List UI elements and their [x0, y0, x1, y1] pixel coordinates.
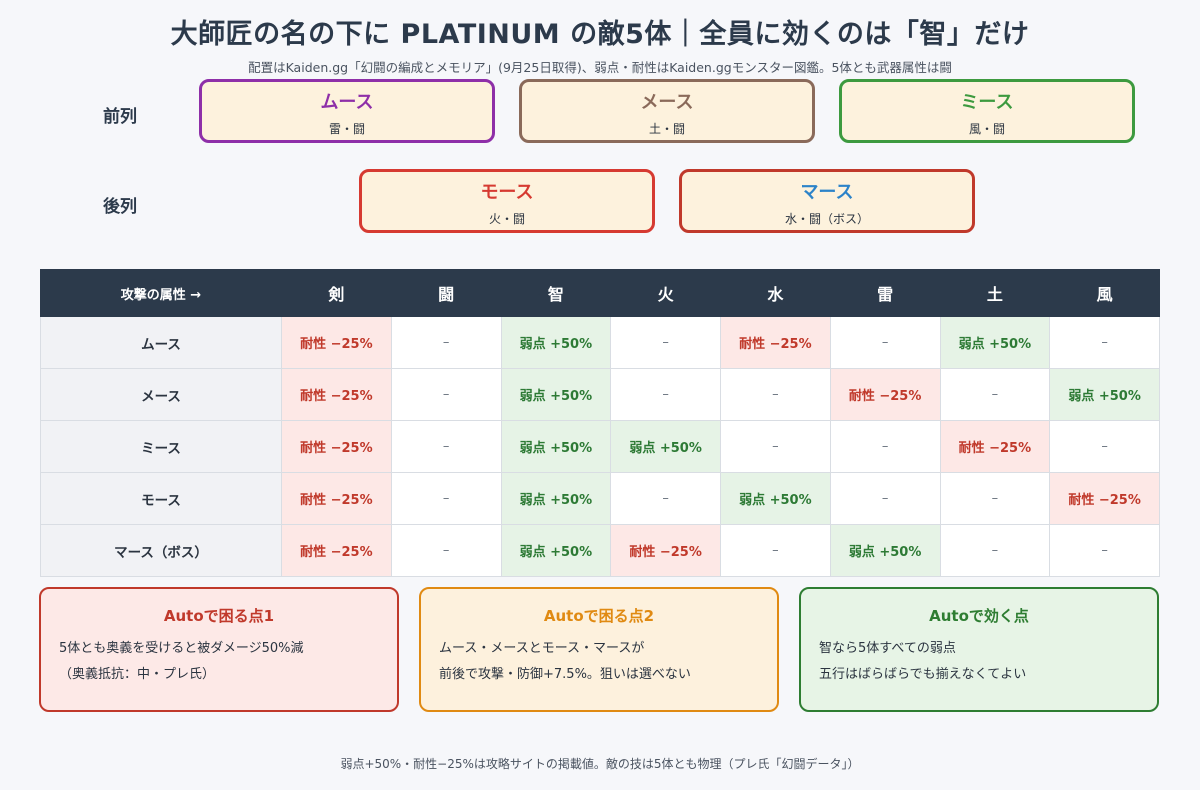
- table-header-row: 攻撃の属性 → 剣 闘 智 火 水 雷 土 風: [40, 269, 1160, 317]
- row-header: マース（ボス）: [40, 524, 282, 577]
- row-header: ミース: [40, 420, 282, 473]
- note-card-auto-effective: Autoで効く点 智なら5体すべての弱点 五行はばらばらでも揃えなくてよい: [799, 587, 1159, 712]
- table-cell: 耐性 −25%: [720, 316, 831, 369]
- row-header: メース: [40, 368, 282, 421]
- table-cell: –: [720, 420, 831, 473]
- table-cell: 弱点 +50%: [829, 524, 941, 577]
- table-cell: 弱点 +50%: [500, 524, 612, 577]
- table-cell: –: [720, 524, 831, 577]
- enemy-card-front-2: メース 土・闘: [519, 79, 815, 143]
- enemy-name: メース: [640, 92, 694, 113]
- note-card-title: Autoで困る点2: [543, 607, 655, 625]
- row-label-front: 前列: [103, 107, 137, 127]
- table-cell: –: [1049, 420, 1160, 473]
- row-header: モース: [40, 472, 282, 525]
- table-cell: –: [390, 368, 502, 421]
- table-cell: 弱点 +50%: [610, 420, 721, 473]
- enemy-element: 雷・闘: [328, 122, 365, 136]
- table-cell: 耐性 −25%: [281, 368, 392, 421]
- column-header: 水: [720, 269, 831, 317]
- table-row: マース（ボス） 耐性 −25% – 弱点 +50% 耐性 −25% – 弱点 +…: [40, 524, 1160, 577]
- enemy-name: ミース: [960, 92, 1014, 113]
- table-cell: 弱点 +50%: [939, 316, 1051, 369]
- table-cell: –: [1049, 524, 1160, 577]
- note-card-line: （奥義抵抗：中・プレ氏）: [59, 667, 216, 682]
- note-card-title: Autoで困る点1: [163, 607, 275, 625]
- enemy-card-front-3: ミース 風・闘: [839, 79, 1135, 143]
- table-cell: –: [390, 524, 502, 577]
- page-subtitle: 配置はKaiden.gg「幻闘の編成とメモリア」(9月25日取得)、弱点・耐性は…: [248, 60, 952, 75]
- table-cell: 耐性 −25%: [281, 472, 392, 525]
- table-cell: 弱点 +50%: [500, 368, 612, 421]
- table-cell: –: [720, 368, 831, 421]
- column-header: 剣: [281, 269, 392, 317]
- enemy-card-back-2: マース 水・闘（ボス）: [679, 169, 975, 233]
- note-card-line: 五行はばらばらでも揃えなくてよい: [819, 667, 1027, 682]
- enemy-element: 水・闘（ボス）: [784, 212, 869, 226]
- table-row: ムース 耐性 −25% – 弱点 +50% – 耐性 −25% – 弱点 +50…: [40, 316, 1160, 369]
- table-cell: –: [939, 472, 1051, 525]
- enemy-name: マース: [800, 182, 854, 203]
- table-cell: 耐性 −25%: [281, 524, 392, 577]
- table-cell: –: [829, 420, 941, 473]
- table-cell: –: [829, 472, 941, 525]
- note-card-title: Autoで効く点: [929, 607, 1029, 625]
- note-card-auto-problem-1: Autoで困る点1 5体とも奥義を受けると被ダメージ50%減 （奥義抵抗：中・プ…: [39, 587, 399, 712]
- note-card-line: ムース・メースとモース・マースが: [439, 641, 645, 656]
- note-card-auto-problem-2: Autoで困る点2 ムース・メースとモース・マースが 前後で攻撃・防御+7.5%…: [419, 587, 779, 712]
- page-title: 大師匠の名の下に PLATINUM の敵5体｜全員に効くのは「智」だけ: [170, 19, 1030, 50]
- table-cell: –: [939, 368, 1051, 421]
- table-cell: 耐性 −25%: [281, 316, 392, 369]
- table-cell: 耐性 −25%: [1049, 472, 1160, 525]
- note-card-line: 5体とも奥義を受けると被ダメージ50%減: [59, 641, 304, 656]
- enemy-element: 土・闘: [648, 122, 685, 136]
- table-cell: –: [829, 316, 941, 369]
- table-cell: –: [610, 472, 721, 525]
- enemy-name: モース: [480, 182, 534, 203]
- table-cell: 耐性 −25%: [281, 420, 392, 473]
- table-cell: 耐性 −25%: [829, 368, 941, 421]
- row-header: ムース: [40, 316, 282, 369]
- table-cell: 弱点 +50%: [1049, 368, 1160, 421]
- table-cell: 耐性 −25%: [939, 420, 1051, 473]
- column-header: 火: [610, 269, 721, 317]
- enemy-element: 風・闘: [968, 122, 1005, 136]
- table-cell: –: [610, 368, 721, 421]
- table-row: メース 耐性 −25% – 弱点 +50% – – 耐性 −25% – 弱点 +…: [40, 368, 1160, 421]
- column-header: 雷: [829, 269, 941, 317]
- table-cell: –: [390, 472, 502, 525]
- enemy-name: ムース: [320, 92, 374, 113]
- enemy-element: 火・闘: [488, 212, 525, 226]
- enemy-card-front-1: ムース 雷・闘: [199, 79, 495, 143]
- table-cell: –: [390, 420, 502, 473]
- column-header: 土: [939, 269, 1051, 317]
- table-cell: 弱点 +50%: [500, 316, 612, 369]
- note-card-line: 智なら5体すべての弱点: [819, 641, 956, 656]
- table-cell: 耐性 −25%: [610, 524, 721, 577]
- table-cell: –: [610, 316, 721, 369]
- affinity-table: 攻撃の属性 → 剣 闘 智 火 水 雷 土 風 ムース 耐性 −25% – 弱点…: [40, 269, 1160, 577]
- table-cell: –: [939, 524, 1051, 577]
- enemy-card-back-1: モース 火・闘: [359, 169, 655, 233]
- row-label-back: 後列: [103, 197, 137, 217]
- column-header: 智: [500, 269, 612, 317]
- table-cell: –: [390, 316, 502, 369]
- note-card-line: 前後で攻撃・防御+7.5%。狙いは選べない: [439, 667, 691, 682]
- table-cell: 弱点 +50%: [500, 420, 612, 473]
- table-cell: 弱点 +50%: [720, 472, 831, 525]
- table-corner-header: 攻撃の属性 →: [40, 269, 282, 317]
- table-cell: 弱点 +50%: [500, 472, 612, 525]
- column-header: 風: [1049, 269, 1160, 317]
- table-cell: –: [1049, 316, 1160, 369]
- table-row: ミース 耐性 −25% – 弱点 +50% 弱点 +50% – – 耐性 −25…: [40, 420, 1160, 473]
- footnote: 弱点+50%・耐性−25%は攻略サイトの掲載値。敵の技は5体とも物理（プレ氏「幻…: [340, 757, 860, 771]
- column-header: 闘: [390, 269, 502, 317]
- table-row: モース 耐性 −25% – 弱点 +50% – 弱点 +50% – – 耐性 −…: [40, 472, 1160, 525]
